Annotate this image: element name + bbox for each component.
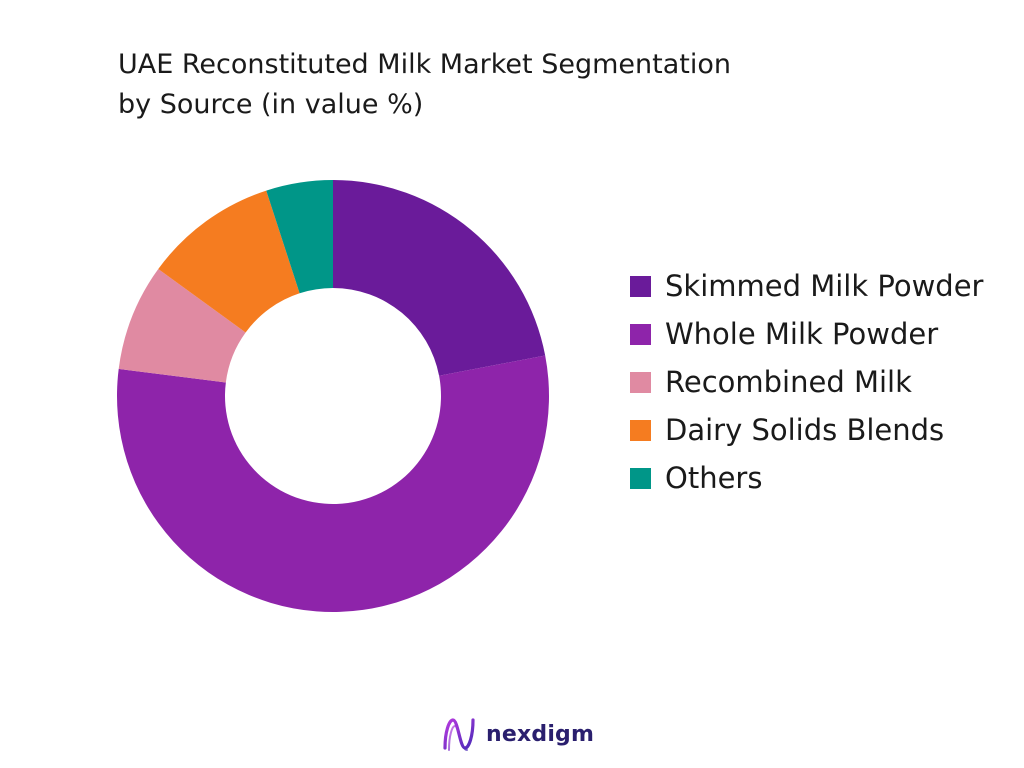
- brand-name: nexdigm: [486, 721, 595, 747]
- legend-swatch: [630, 467, 651, 489]
- legend-swatch: [630, 275, 651, 297]
- donut-slice-dairy-solids-blends: [158, 190, 300, 333]
- chart-legend: Skimmed Milk Powder Whole Milk Powder Reco…: [630, 262, 983, 502]
- legend-label: Whole Milk Powder: [665, 317, 939, 351]
- legend-swatch: [630, 323, 651, 345]
- chart-title-line-2: by Source (in value %): [118, 89, 424, 120]
- legend-label: Recombined Milk: [665, 365, 912, 399]
- chart-title: UAE Reconstituted Milk Market Segmentati…: [118, 45, 878, 125]
- legend-swatch: [630, 371, 651, 393]
- nexdigm-logo-icon: [443, 718, 475, 751]
- legend-item: Skimmed Milk Powder: [630, 262, 983, 310]
- legend-item: Whole Milk Powder: [630, 310, 983, 358]
- donut-slice-skimmed-milk-powder: [333, 180, 546, 376]
- legend-item: Recombined Milk: [630, 358, 983, 406]
- legend-swatch: [630, 419, 651, 441]
- legend-label: Others: [665, 461, 763, 495]
- donut-slice-others: [266, 180, 333, 294]
- legend-label: Dairy Solids Blends: [665, 413, 945, 447]
- donut-slice-whole-milk-powder: [117, 355, 549, 612]
- chart-title-line-1: UAE Reconstituted Milk Market Segmentati…: [118, 49, 731, 80]
- legend-item: Others: [630, 454, 983, 502]
- legend-label: Skimmed Milk Powder: [665, 269, 984, 303]
- donut-slice-recombined-milk: [118, 269, 246, 383]
- brand-footer: nexdigm: [440, 714, 594, 754]
- legend-item: Dairy Solids Blends: [630, 406, 983, 454]
